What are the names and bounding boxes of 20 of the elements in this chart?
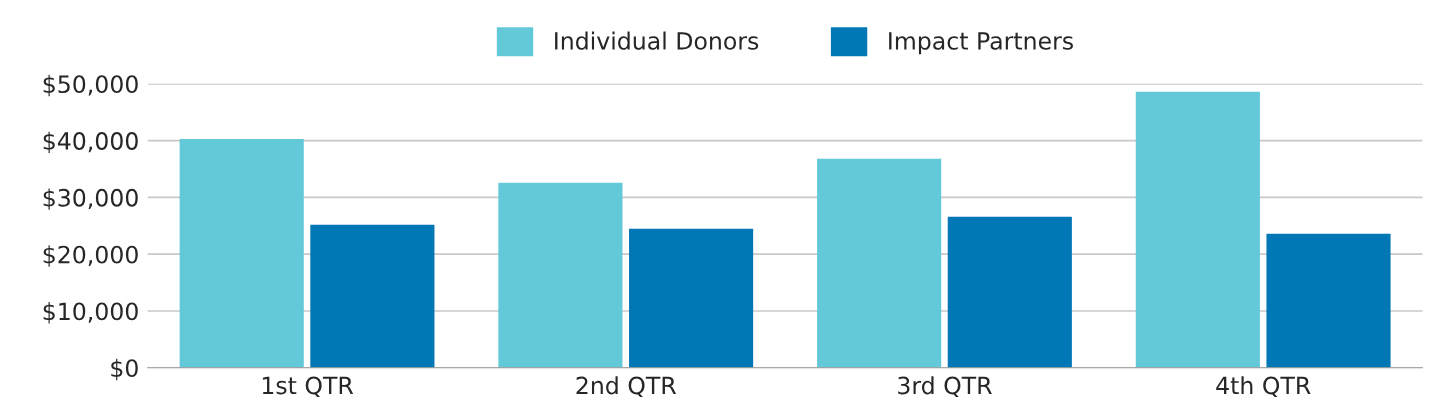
x-tick-label: 1st QTR [262,376,354,398]
bar [179,138,304,368]
bar [629,228,754,368]
bar [817,158,942,368]
y-tick-label: $0 [111,358,138,381]
bar [310,224,435,368]
y-tick-label: $30,000 [43,188,138,210]
x-tick-label: 4th QTR [1216,376,1311,398]
bar [1266,233,1391,368]
y-tick-label: $20,000 [43,245,138,267]
y-tick-label: $50,000 [43,74,138,97]
legend-label: Individual Donors [555,31,759,50]
x-tick-label: 3rd QTR [898,376,992,398]
x-tick-label: 2nd QTR [576,376,677,398]
legend-label: Impact Partners [889,32,1073,55]
bar [498,182,623,368]
y-tick-label: $40,000 [43,131,138,154]
bar [947,216,1072,368]
bar [1135,91,1260,368]
y-tick-label: $10,000 [43,302,138,324]
